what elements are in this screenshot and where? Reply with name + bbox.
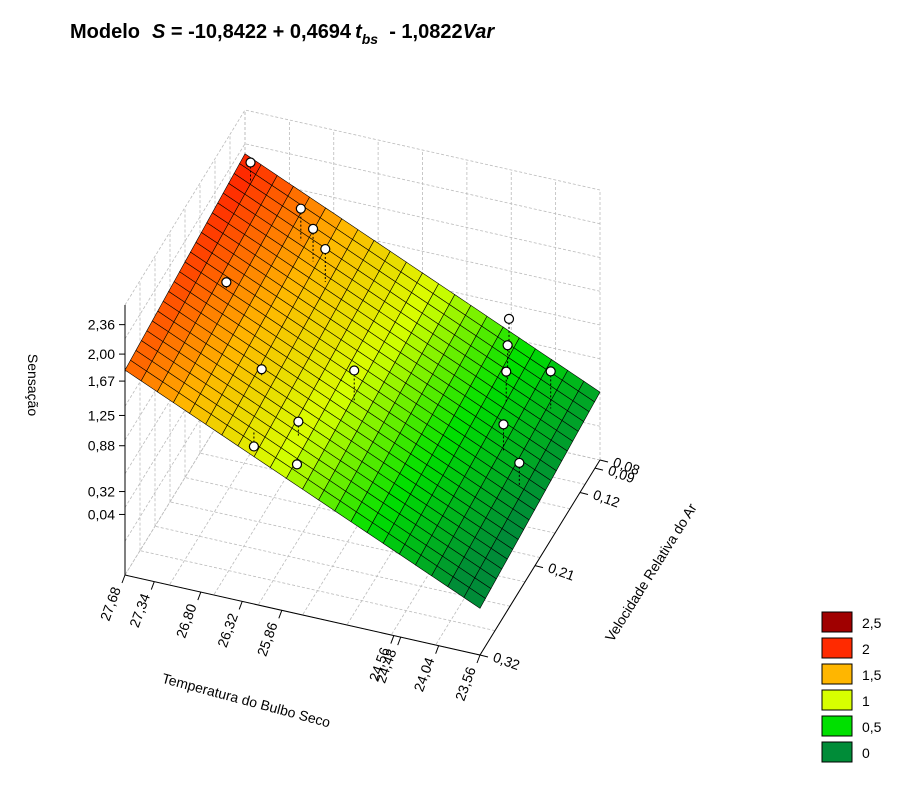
floor-grid xyxy=(302,419,423,616)
z-tick-label: 2,00 xyxy=(88,346,115,362)
x-tick xyxy=(238,601,243,610)
y-tick-label: 0,21 xyxy=(546,559,577,583)
x-axis-label: Temperatura do Bulbo Seco xyxy=(160,670,332,730)
floor-grid xyxy=(169,389,290,586)
title-label: Modelo xyxy=(70,21,140,43)
title-eq: = -10,8422 + 0,4694 xyxy=(165,21,352,43)
z-tick-label: 0,04 xyxy=(88,506,115,522)
floor-grid xyxy=(390,439,512,636)
legend-label: 0 xyxy=(862,745,870,761)
title-sub: bs xyxy=(362,31,379,47)
data-point xyxy=(256,364,267,375)
x-tick-label: 25,86 xyxy=(254,620,281,659)
x-tick xyxy=(435,645,440,654)
y-axis-label: Velocidade Relativa do Ar xyxy=(602,500,700,644)
chart-title: Modelo S = -10,8422 + 0,4694 tbs - 1,0822V… xyxy=(70,21,495,47)
z-tick-label: 0,32 xyxy=(88,484,115,500)
floor-grid xyxy=(346,429,468,626)
title-lhs: S xyxy=(152,21,166,43)
x-tick xyxy=(197,591,202,601)
data-point xyxy=(502,340,513,351)
z-tick-label: 2,36 xyxy=(88,317,115,333)
legend-label: 0,5 xyxy=(862,719,882,735)
z-tick-label: 1,67 xyxy=(88,373,115,389)
floor-grid xyxy=(213,399,335,596)
legend-label: 2,5 xyxy=(862,615,882,631)
data-point xyxy=(501,366,512,377)
wall-grid xyxy=(124,143,601,339)
x-tick xyxy=(390,635,395,644)
x-tick-label: 23,56 xyxy=(452,664,479,703)
data-point xyxy=(320,243,331,255)
data-point xyxy=(221,277,232,288)
data-point xyxy=(291,459,303,470)
data-point xyxy=(248,441,260,452)
x-tick-label: 27,68 xyxy=(97,584,124,623)
x-tick xyxy=(397,636,402,646)
floor-grid xyxy=(154,525,511,607)
y-tick xyxy=(579,492,589,495)
legend-label: 1,5 xyxy=(862,667,882,683)
legend-label: 1 xyxy=(862,693,870,709)
z-tick-label: 1,25 xyxy=(88,407,115,423)
floor-grid xyxy=(257,409,379,606)
legend-swatch xyxy=(821,663,853,685)
data-point xyxy=(307,223,319,234)
z-axis-label: Sensação xyxy=(25,354,41,416)
title-minus: - 1,0822 xyxy=(378,21,463,43)
data-point xyxy=(514,457,525,468)
axis-edge xyxy=(124,305,601,656)
legend-label: 2 xyxy=(862,641,870,657)
data-point xyxy=(503,313,515,325)
legend-swatch xyxy=(821,715,853,737)
y-tick-label: 0,12 xyxy=(591,486,622,510)
x-tick xyxy=(150,581,155,590)
data-point xyxy=(349,365,360,376)
z-tick-label: 0,88 xyxy=(88,438,115,454)
y-tick-label: 0,32 xyxy=(491,649,522,673)
floor-grid xyxy=(139,550,496,632)
floor-grid xyxy=(124,379,246,576)
x-tick xyxy=(121,574,126,584)
wall-grid xyxy=(124,109,601,306)
x-tick-label: 24,04 xyxy=(410,655,437,694)
legend-swatch xyxy=(821,741,853,763)
data-point xyxy=(545,366,556,377)
y-tick xyxy=(479,654,489,658)
x-tick-label: 26,32 xyxy=(214,611,241,650)
data-point xyxy=(295,203,306,214)
x-tick xyxy=(476,654,481,664)
floor-grid xyxy=(435,449,556,646)
y-tick xyxy=(599,459,609,463)
legend-swatch xyxy=(821,689,853,711)
x-tick xyxy=(278,610,283,619)
x-tick-label: 27,34 xyxy=(126,591,153,630)
legend-swatch xyxy=(821,637,853,659)
surface-cell xyxy=(463,587,486,609)
title-var: Var xyxy=(463,21,496,43)
title-t: t xyxy=(355,21,363,43)
data-point xyxy=(498,419,509,430)
data-point xyxy=(245,157,256,168)
legend-swatch xyxy=(821,611,853,633)
y-tick xyxy=(594,467,604,471)
x-tick-label: 26,80 xyxy=(173,601,200,640)
y-tick xyxy=(534,565,544,569)
data-point xyxy=(293,416,304,427)
